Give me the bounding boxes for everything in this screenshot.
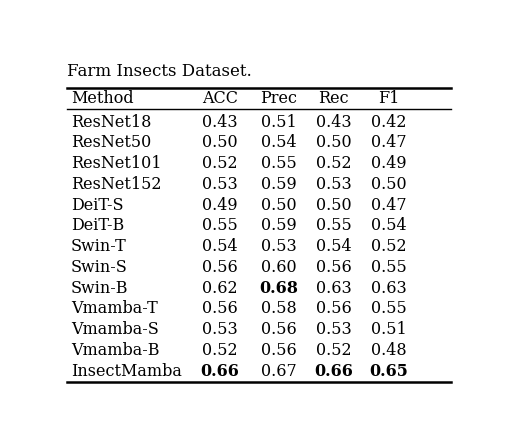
Text: F1: F1 <box>377 91 398 107</box>
Text: Vmamba-B: Vmamba-B <box>71 342 159 359</box>
Text: 0.42: 0.42 <box>370 114 406 131</box>
Text: InsectMamba: InsectMamba <box>71 363 182 380</box>
Text: 0.52: 0.52 <box>316 155 351 172</box>
Text: 0.49: 0.49 <box>370 155 406 172</box>
Text: 0.53: 0.53 <box>202 321 237 338</box>
Text: 0.56: 0.56 <box>315 301 351 317</box>
Text: 0.63: 0.63 <box>315 280 351 297</box>
Text: 0.67: 0.67 <box>261 363 296 380</box>
Text: Vmamba-S: Vmamba-S <box>71 321 159 338</box>
Text: 0.52: 0.52 <box>370 238 406 255</box>
Text: 0.54: 0.54 <box>202 238 237 255</box>
Text: 0.50: 0.50 <box>316 134 351 152</box>
Text: 0.56: 0.56 <box>315 259 351 276</box>
Text: DeiT-B: DeiT-B <box>71 217 124 234</box>
Text: 0.53: 0.53 <box>261 238 296 255</box>
Text: 0.60: 0.60 <box>261 259 296 276</box>
Text: ACC: ACC <box>201 91 238 107</box>
Text: 0.59: 0.59 <box>261 176 296 193</box>
Text: 0.68: 0.68 <box>259 280 298 297</box>
Text: 0.65: 0.65 <box>369 363 408 380</box>
Text: Method: Method <box>71 91 133 107</box>
Text: 0.50: 0.50 <box>202 134 237 152</box>
Text: ResNet101: ResNet101 <box>71 155 161 172</box>
Text: 0.53: 0.53 <box>315 176 351 193</box>
Text: 0.62: 0.62 <box>202 280 237 297</box>
Text: Swin-S: Swin-S <box>71 259 128 276</box>
Text: 0.59: 0.59 <box>261 217 296 234</box>
Text: 0.55: 0.55 <box>315 217 351 234</box>
Text: Prec: Prec <box>260 91 297 107</box>
Text: 0.56: 0.56 <box>261 342 296 359</box>
Text: 0.52: 0.52 <box>202 155 237 172</box>
Text: Swin-B: Swin-B <box>71 280 128 297</box>
Text: 0.55: 0.55 <box>370 301 406 317</box>
Text: 0.56: 0.56 <box>261 321 296 338</box>
Text: DeiT-S: DeiT-S <box>71 197 123 213</box>
Text: 0.55: 0.55 <box>261 155 296 172</box>
Text: Farm Insects Dataset.: Farm Insects Dataset. <box>67 63 251 80</box>
Text: ResNet152: ResNet152 <box>71 176 161 193</box>
Text: 0.50: 0.50 <box>370 176 406 193</box>
Text: Vmamba-T: Vmamba-T <box>71 301 158 317</box>
Text: 0.52: 0.52 <box>202 342 237 359</box>
Text: 0.50: 0.50 <box>316 197 351 213</box>
Text: 0.63: 0.63 <box>370 280 406 297</box>
Text: 0.43: 0.43 <box>202 114 237 131</box>
Text: 0.48: 0.48 <box>370 342 406 359</box>
Text: 0.66: 0.66 <box>314 363 352 380</box>
Text: 0.56: 0.56 <box>202 301 237 317</box>
Text: 0.54: 0.54 <box>370 217 406 234</box>
Text: 0.55: 0.55 <box>370 259 406 276</box>
Text: Rec: Rec <box>318 91 348 107</box>
Text: 0.52: 0.52 <box>316 342 351 359</box>
Text: 0.54: 0.54 <box>261 134 296 152</box>
Text: 0.53: 0.53 <box>202 176 237 193</box>
Text: 0.49: 0.49 <box>202 197 237 213</box>
Text: ResNet18: ResNet18 <box>71 114 151 131</box>
Text: 0.66: 0.66 <box>200 363 239 380</box>
Text: Swin-T: Swin-T <box>71 238 127 255</box>
Text: 0.51: 0.51 <box>370 321 406 338</box>
Text: 0.56: 0.56 <box>202 259 237 276</box>
Text: 0.54: 0.54 <box>316 238 351 255</box>
Text: 0.55: 0.55 <box>202 217 237 234</box>
Text: ResNet50: ResNet50 <box>71 134 151 152</box>
Text: 0.47: 0.47 <box>370 197 406 213</box>
Text: 0.43: 0.43 <box>316 114 351 131</box>
Text: 0.50: 0.50 <box>261 197 296 213</box>
Text: 0.58: 0.58 <box>261 301 296 317</box>
Text: 0.51: 0.51 <box>261 114 296 131</box>
Text: 0.53: 0.53 <box>315 321 351 338</box>
Text: 0.47: 0.47 <box>370 134 406 152</box>
